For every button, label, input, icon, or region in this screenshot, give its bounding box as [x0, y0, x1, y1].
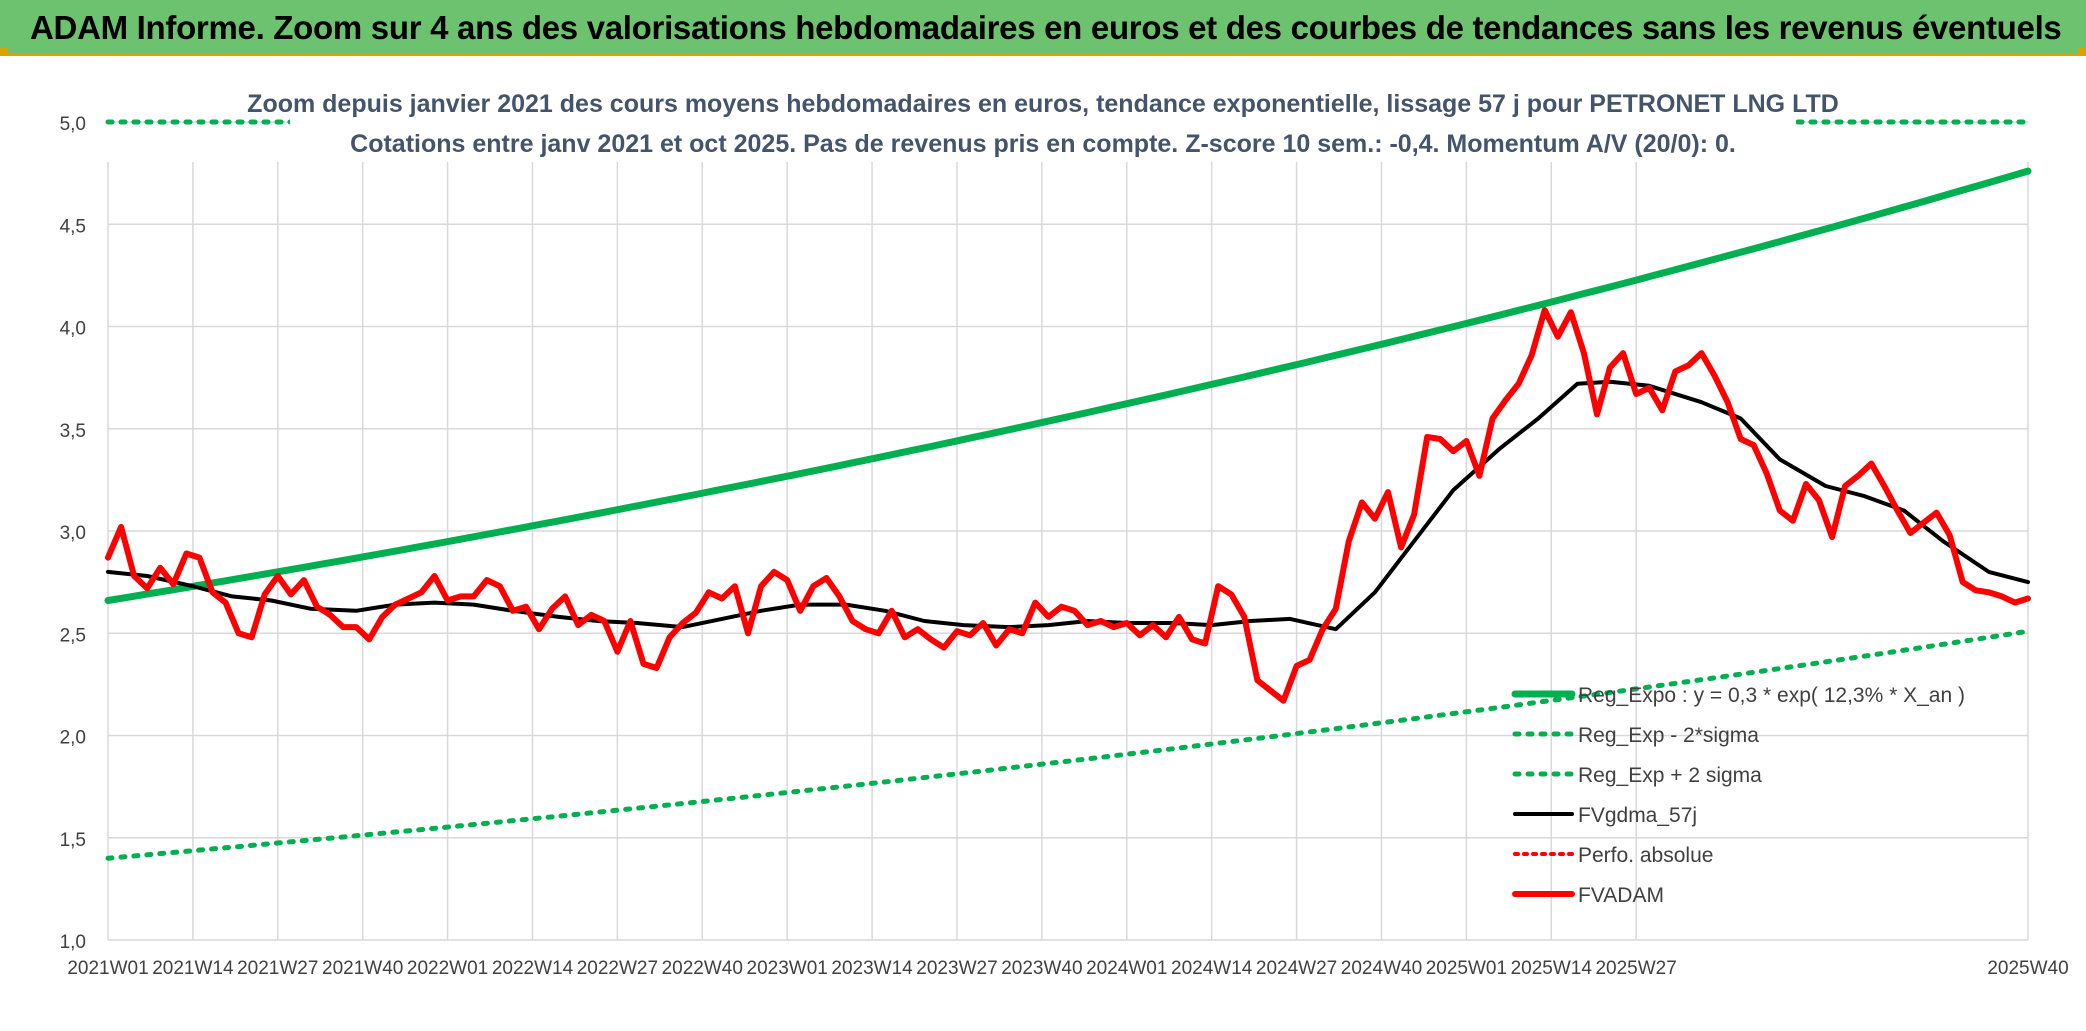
x-tick-label: 2025W01 — [1426, 958, 1507, 979]
corner-mark-right — [2078, 48, 2086, 56]
y-tick-label: 2,5 — [60, 625, 86, 646]
grid — [107, 121, 2029, 941]
y-tick-label: 1,5 — [60, 830, 86, 851]
legend-label: FVADAM — [1578, 884, 1664, 907]
x-tick-label: 2024W27 — [1256, 958, 1337, 979]
chart-title-line1: Zoom depuis janvier 2021 des cours moyen… — [247, 90, 1839, 118]
x-tick-label: 2021W27 — [237, 958, 318, 979]
y-tick-label: 2,0 — [60, 728, 86, 749]
y-tick-label: 4,0 — [60, 319, 86, 340]
series-line-5 — [105, 307, 2031, 704]
x-tick-label: 2023W40 — [1001, 958, 1082, 979]
x-tick-label: 2023W01 — [747, 958, 828, 979]
y-axis-ticks: 1,0 1,5 2,0 2,5 3,0 3,5 4,0 4,5 5,0 — [60, 114, 86, 953]
legend-label: Perfo. absolue — [1578, 844, 1713, 867]
x-tick-label: 2021W40 — [322, 958, 403, 979]
x-tick-label: 2024W01 — [1086, 958, 1167, 979]
x-tick-label: 2022W14 — [492, 958, 574, 979]
series-line-0 — [104, 167, 2032, 604]
y-tick-label: 3,0 — [60, 523, 86, 544]
x-tick-label: 2021W14 — [152, 958, 234, 979]
y-tick-label: 1,0 — [60, 932, 86, 953]
legend-label: FVgdma_57j — [1578, 804, 1697, 827]
banner: ADAM Informe. Zoom sur 4 ans des valoris… — [0, 0, 2086, 56]
banner-title: ADAM Informe. Zoom sur 4 ans des valoris… — [30, 9, 2062, 46]
x-tick-label: 2022W40 — [662, 958, 743, 979]
x-tick-label: 2024W40 — [1341, 958, 1422, 979]
x-tick-label: 2023W27 — [916, 958, 997, 979]
x-tick-label: 2025W14 — [1511, 958, 1593, 979]
x-tick-label: 2023W14 — [831, 958, 913, 979]
series-layer — [104, 119, 2032, 861]
series-line-3 — [106, 379, 2030, 632]
legend-label: Reg_Expo : y = 0,3 * exp( 12,3% * X_an ) — [1578, 684, 1965, 707]
x-tick-label: 2022W27 — [577, 958, 658, 979]
chart-title-line2: Cotations entre janv 2021 et oct 2025. P… — [350, 130, 1736, 158]
x-tick-label: 2021W01 — [67, 958, 148, 979]
legend: Reg_Expo : y = 0,3 * exp( 12,3% * X_an )… — [1511, 684, 1965, 907]
series-line-1 — [105, 628, 2031, 861]
legend-label: Reg_Exp - 2*sigma — [1578, 724, 1759, 747]
corner-mark-left — [0, 48, 8, 56]
title-backdrop — [290, 80, 1796, 162]
y-tick-label: 3,5 — [60, 421, 86, 442]
x-tick-label: 2024W14 — [1171, 958, 1253, 979]
x-tick-label: 2025W40 — [1987, 958, 2068, 979]
y-tick-label: 5,0 — [60, 114, 86, 135]
x-axis-ticks: 2021W01 2021W14 2021W27 2021W40 2022W01 2022W… — [67, 958, 2068, 979]
x-tick-label: 2025W27 — [1595, 958, 1676, 979]
x-tick-label: 2022W01 — [407, 958, 488, 979]
y-tick-label: 4,5 — [60, 216, 86, 237]
legend-label: Reg_Exp + 2 sigma — [1578, 764, 1762, 787]
line-chart: 1,01,52,02,53,03,54,04,55,0 2021W01 2021W… — [60, 80, 2069, 979]
